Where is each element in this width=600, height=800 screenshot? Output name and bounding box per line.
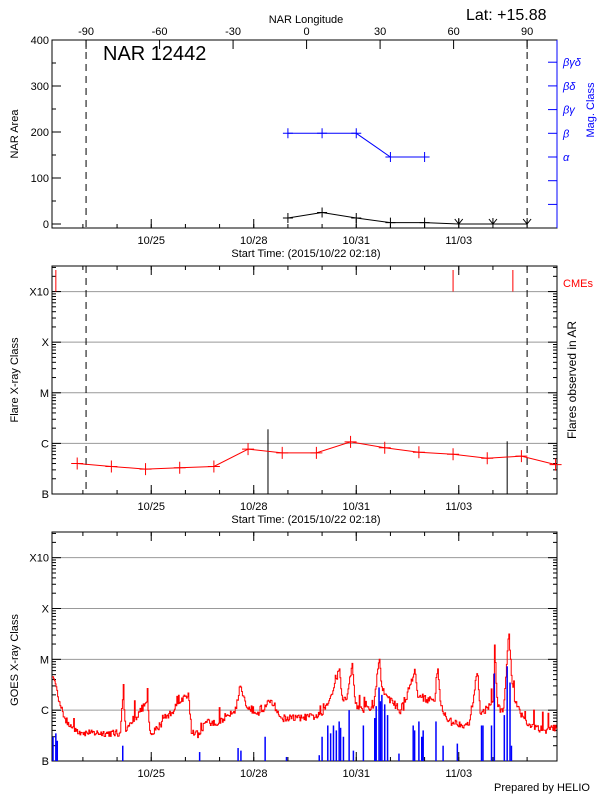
latitude-label: Lat: +15.88 bbox=[466, 7, 547, 24]
y-tick-label: 200 bbox=[31, 127, 49, 139]
x-axis-label-panel2: Start Time: (2015/10/22 02:18) bbox=[231, 514, 380, 526]
top-axis-tick-label: -60 bbox=[152, 26, 168, 38]
x-tick-label: 10/25 bbox=[137, 235, 165, 247]
y-tick-label: X bbox=[42, 604, 50, 616]
mag-class-tick-label: βδ bbox=[562, 81, 576, 93]
flare-class-point bbox=[481, 452, 494, 465]
y-tick-label: X10 bbox=[29, 287, 49, 299]
y-axis-label-flare-class: Flare X-ray Class bbox=[9, 337, 21, 422]
y-tick-label: 400 bbox=[31, 35, 49, 47]
area-point bbox=[351, 213, 362, 224]
top-axis-tick-label: 0 bbox=[304, 26, 310, 38]
flare-class-point bbox=[207, 460, 220, 473]
mag-class-tick-label: βγ bbox=[562, 105, 576, 117]
y-tick-label: M bbox=[40, 388, 49, 400]
x-tick-label: 10/31 bbox=[342, 235, 370, 247]
x-tick-label: 10/31 bbox=[342, 501, 370, 513]
mag-class-point bbox=[351, 128, 362, 139]
top-axis-tick-label: -30 bbox=[225, 26, 241, 38]
x-tick-label: 11/03 bbox=[445, 235, 472, 247]
y-tick-label: 0 bbox=[43, 219, 49, 231]
flare-class-point bbox=[412, 446, 425, 459]
flare-class-point bbox=[447, 448, 460, 461]
flare-class-point bbox=[173, 461, 186, 474]
area-point bbox=[419, 217, 430, 228]
plot-frame-3 bbox=[51, 531, 558, 762]
x-tick-label: 10/25 bbox=[137, 501, 165, 513]
mag-class-tick-label: α bbox=[563, 152, 570, 164]
x-tick-label: 10/25 bbox=[137, 768, 165, 780]
x-tick-label: 10/28 bbox=[240, 235, 268, 247]
goes-long-channel-line bbox=[52, 633, 558, 739]
y2-axis-label-flares-in-ar: Flares observed in AR bbox=[565, 321, 579, 439]
mag-class-tick-label: βγδ bbox=[562, 57, 582, 69]
y-tick-label: B bbox=[42, 489, 49, 501]
top-axis-label: NAR Longitude bbox=[269, 14, 344, 26]
flare-class-point bbox=[276, 446, 289, 459]
y-tick-label: B bbox=[42, 756, 49, 768]
y-tick-label: X10 bbox=[29, 553, 49, 565]
y-tick-label: 300 bbox=[31, 81, 49, 93]
area-upper-limit-marker bbox=[522, 218, 532, 225]
flare-class-point bbox=[310, 446, 323, 459]
x-tick-label: 11/03 bbox=[445, 768, 472, 780]
cme-label: CMEs bbox=[563, 278, 593, 290]
mag-class-point bbox=[317, 128, 328, 139]
area-point bbox=[385, 217, 396, 228]
x-axis-label-panel1: Start Time: (2015/10/22 02:18) bbox=[231, 248, 380, 260]
top-axis-tick-label: 60 bbox=[447, 26, 459, 38]
flare-class-point bbox=[242, 443, 255, 456]
area-upper-limit-marker bbox=[454, 218, 464, 225]
top-axis-tick-label: 90 bbox=[521, 26, 533, 38]
x-tick-label: 10/28 bbox=[240, 501, 268, 513]
flare-class-point bbox=[71, 457, 84, 470]
y-tick-label: C bbox=[41, 705, 49, 717]
y-axis-label-goes: GOES X-ray Class bbox=[9, 614, 21, 706]
y-tick-label: C bbox=[41, 438, 49, 450]
chart-title: NAR 12442 bbox=[103, 43, 206, 65]
flare-class-point bbox=[515, 450, 528, 463]
x-tick-label: 10/31 bbox=[342, 768, 370, 780]
flare-class-point bbox=[549, 458, 562, 471]
mag-class-point bbox=[419, 152, 430, 162]
y-tick-label: 100 bbox=[31, 173, 49, 185]
x-tick-label: 10/28 bbox=[240, 768, 268, 780]
chart-marks: 10/25 10/28 10/31 11/03 10/25 10/28 10/31 11/03… bbox=[29, 26, 581, 780]
area-point bbox=[317, 207, 328, 218]
area-point bbox=[282, 213, 293, 224]
y-tick-label: X bbox=[42, 337, 50, 349]
top-axis-tick-label: 30 bbox=[374, 26, 386, 38]
y-tick-label: M bbox=[40, 654, 49, 666]
plot-frame-2 bbox=[51, 265, 558, 495]
flare-class-point bbox=[105, 460, 118, 473]
flare-class-point bbox=[378, 441, 391, 454]
y2-axis-label-mag-class: Mag. Class bbox=[585, 82, 597, 138]
y-axis-label-area: NAR Area bbox=[9, 109, 21, 159]
mag-class-point bbox=[282, 128, 293, 139]
x-tick-label: 11/03 bbox=[445, 501, 472, 513]
mag-class-tick-label: β bbox=[562, 128, 570, 140]
flare-class-point bbox=[139, 463, 152, 476]
mag-class-point bbox=[385, 152, 396, 162]
prepared-by-footer: Prepared by HELIO bbox=[494, 782, 590, 794]
area-upper-limit-marker bbox=[488, 218, 498, 225]
top-axis-tick-label: -90 bbox=[78, 26, 94, 38]
flare-class-point bbox=[344, 435, 357, 448]
area-series-line bbox=[287, 211, 528, 225]
